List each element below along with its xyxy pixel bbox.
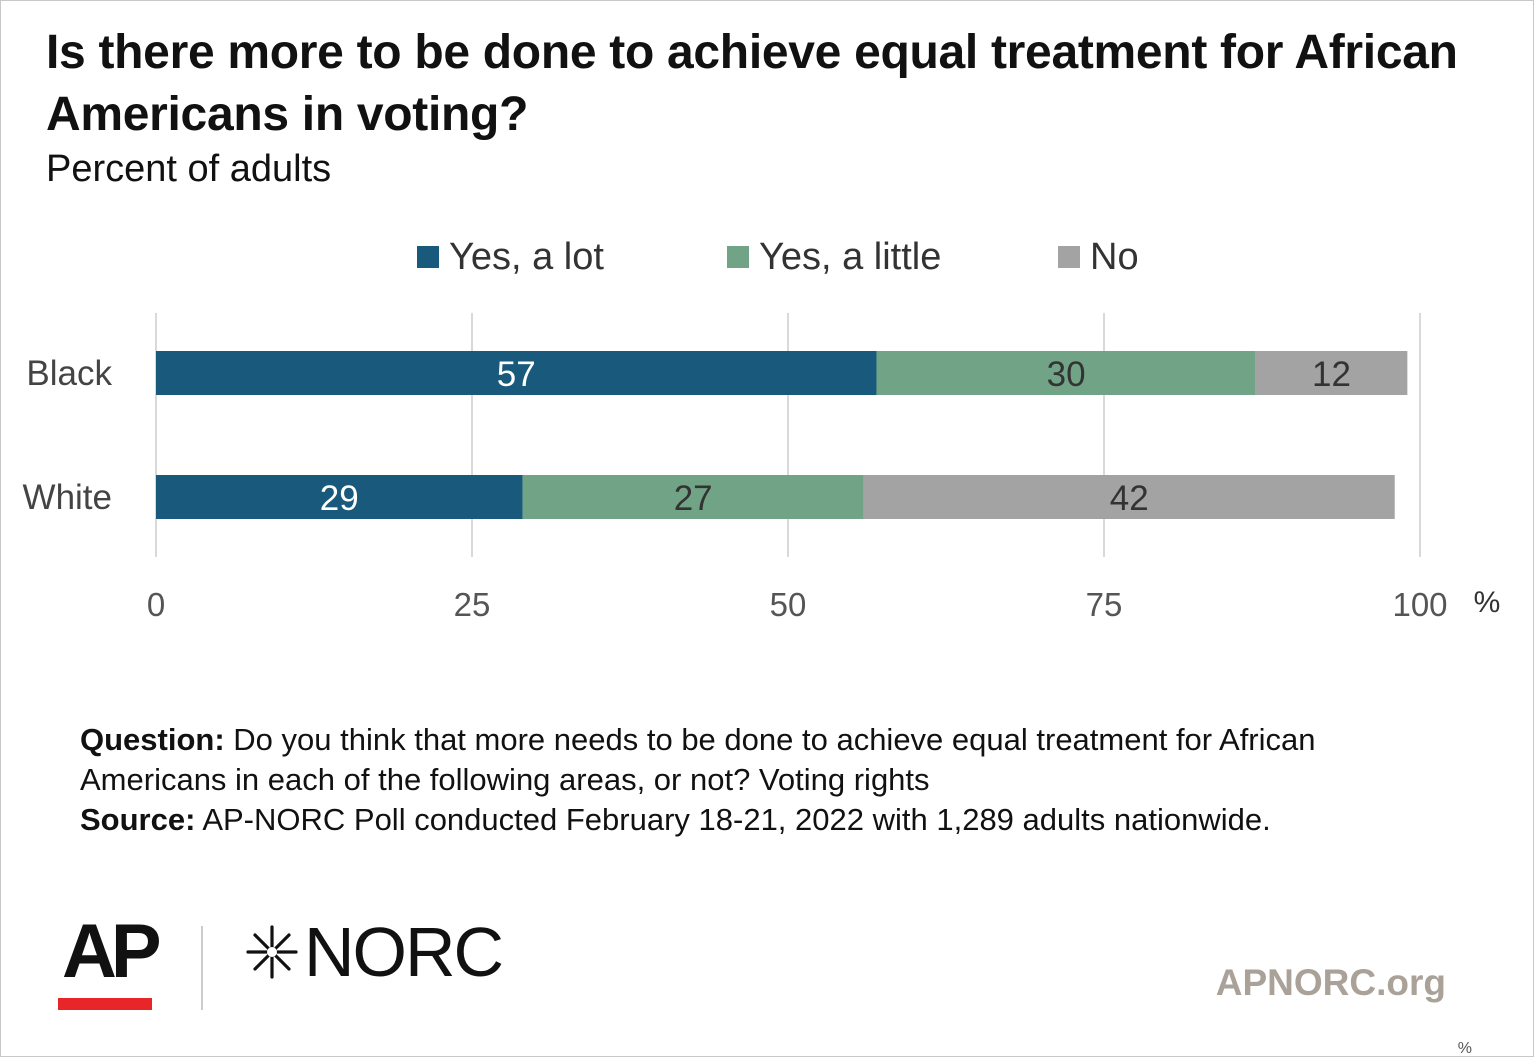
legend-swatch-yes-a-little	[727, 246, 749, 268]
x-tick-label: 0	[147, 586, 165, 623]
chart-title: Is there more to be done to achieve equa…	[46, 26, 1458, 141]
legend-item-yes-a-lot: Yes, a lot	[417, 234, 604, 280]
bar-segment	[156, 351, 877, 395]
x-axis-unit: %	[1474, 586, 1501, 619]
data-label: 12	[1312, 355, 1351, 394]
source-text: AP-NORC Poll conducted February 18-21, 2…	[195, 802, 1271, 837]
bar-segment	[156, 475, 523, 519]
x-tick-label: 100	[1392, 586, 1447, 623]
norc-star-icon	[246, 925, 298, 979]
legend-label-yes-a-little: Yes, a little	[759, 235, 942, 278]
data-label: 57	[497, 355, 536, 394]
source-label: Source:	[80, 802, 196, 837]
legend-swatch-yes-a-lot	[417, 246, 439, 268]
question-text: Do you think that more needs to be done …	[80, 722, 1316, 797]
data-label: 30	[1047, 355, 1086, 394]
legend: Yes, a lot Yes, a little No	[0, 234, 1536, 280]
x-tick-label: 25	[454, 586, 491, 623]
x-tick-label: 50	[770, 586, 807, 623]
bar-segment	[876, 351, 1256, 395]
bar-segment	[863, 475, 1395, 519]
bar-chart: 0 25 50 75 100 % Black 57 30 12 White 29 27 42	[23, 313, 1501, 623]
data-label: 29	[320, 479, 359, 518]
legend-item-no: No	[1058, 234, 1139, 280]
category-label: White	[23, 478, 112, 517]
legend-swatch-no	[1058, 246, 1080, 268]
legend-label-no: No	[1090, 235, 1139, 278]
bar-segment	[522, 475, 864, 519]
norc-logo: NORC	[244, 912, 504, 992]
site-link[interactable]: APNORC.org	[1215, 962, 1446, 1003]
bar-segment	[1255, 351, 1408, 395]
x-tick-label: 75	[1086, 586, 1123, 623]
chart-notes: Question: Do you think that more needs t…	[80, 720, 1460, 840]
source-note: Source: AP-NORC Poll conducted February …	[80, 800, 1460, 840]
norc-logo-text: NORC	[304, 913, 504, 991]
legend-item-yes-a-little: Yes, a little	[727, 234, 941, 280]
question-label: Question:	[80, 722, 225, 757]
data-label: 42	[1110, 479, 1149, 518]
question-note: Question: Do you think that more needs t…	[80, 720, 1460, 800]
corner-mark: %	[1457, 1040, 1472, 1057]
data-label: 27	[674, 479, 713, 518]
chart-subtitle: Percent of adults	[46, 148, 332, 190]
ap-logo: AP	[62, 909, 162, 994]
logo-divider	[201, 926, 203, 1010]
legend-label-yes-a-lot: Yes, a lot	[449, 235, 604, 278]
ap-logo-underline	[58, 998, 152, 1010]
category-label: Black	[26, 354, 112, 393]
